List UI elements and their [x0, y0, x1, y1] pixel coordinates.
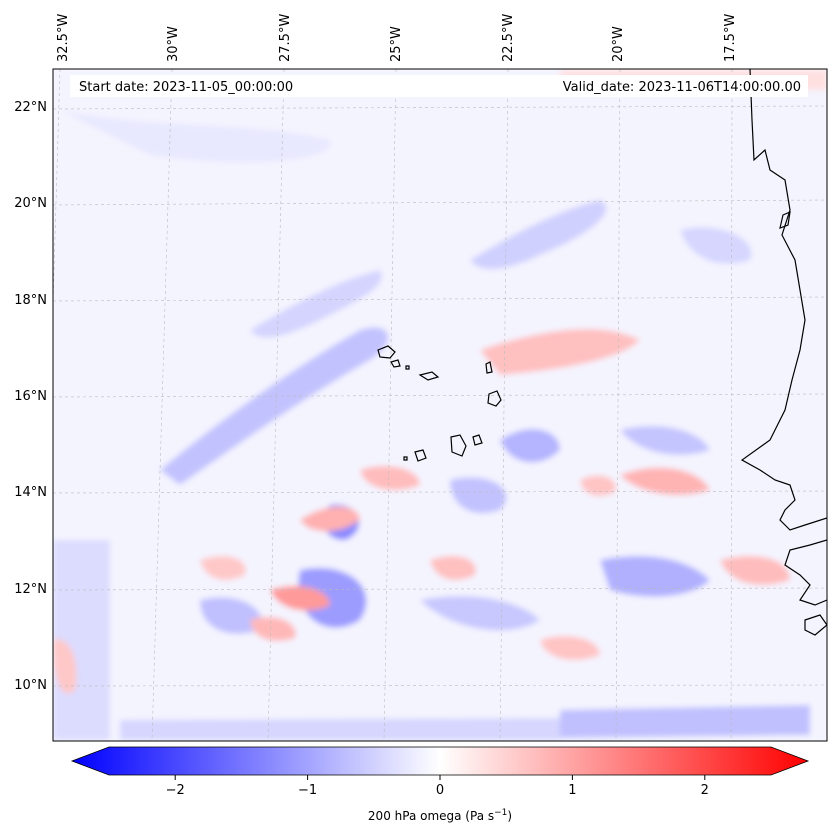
colorbar-units-close: ) — [507, 809, 512, 823]
start-date-label: Start date: 2023-11-05_00:00:00 — [79, 80, 293, 95]
lon-label-22-5w: 22.5°W — [501, 14, 516, 62]
colorbar-variable: 200 hPa omega (Pa s — [368, 809, 494, 823]
coastlines — [377, 69, 827, 636]
lon-label-27-5w: 27.5°W — [278, 14, 293, 62]
lat-label-16n: 16°N — [14, 389, 47, 404]
longitude-labels: 32.5°W 30°W 27.5°W 25°W 22.5°W 20°W 17.5… — [56, 14, 738, 62]
colorbar-tick-label: −1 — [298, 783, 317, 798]
colorbar-ticks: −2 −1 0 1 2 — [166, 775, 709, 798]
colorbar-body — [70, 746, 810, 776]
valid-date-label: Valid_date: 2023-11-06T14:00:00.00 — [563, 80, 801, 95]
colorbar-units-superscript: −1 — [494, 808, 507, 818]
lon-label-20w: 20°W — [611, 26, 626, 62]
info-banner — [70, 75, 808, 97]
lon-label-30w: 30°W — [166, 26, 181, 62]
lat-label-10n: 10°N — [14, 678, 47, 693]
lat-label-20n: 20°N — [14, 196, 47, 211]
latitude-labels: 22°N 20°N 18°N 16°N 14°N 12°N 10°N — [14, 100, 47, 693]
lat-label-12n: 12°N — [14, 582, 47, 597]
lat-label-14n: 14°N — [14, 485, 47, 500]
lat-label-22n: 22°N — [14, 100, 47, 115]
lat-label-18n: 18°N — [14, 293, 47, 308]
colorbar-tick-label: 0 — [436, 783, 444, 798]
map-frame — [52, 68, 828, 742]
colorbar: −2 −1 0 1 2 200 hPa omega (Pa s−1) — [70, 746, 810, 823]
lon-label-25w: 25°W — [389, 26, 404, 62]
omega-field — [53, 69, 827, 741]
colorbar-tick-label: 1 — [568, 783, 576, 798]
colorbar-title: 200 hPa omega (Pa s−1) — [368, 808, 512, 823]
colorbar-tick-label: 2 — [701, 783, 709, 798]
graticule — [53, 69, 827, 741]
colorbar-tick-label: −2 — [166, 783, 185, 798]
lon-label-32-5w: 32.5°W — [56, 14, 71, 62]
lon-label-17-5w: 17.5°W — [723, 14, 738, 62]
